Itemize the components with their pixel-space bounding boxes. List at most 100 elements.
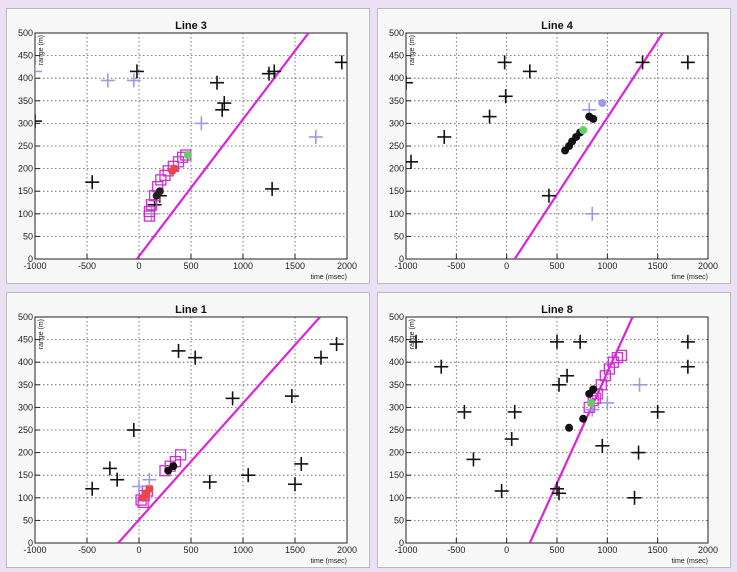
chart-title: Line 8 bbox=[541, 304, 573, 316]
dot-marker bbox=[579, 414, 588, 423]
cross-marker bbox=[550, 334, 564, 349]
x-tick-label: 1000 bbox=[597, 545, 617, 555]
cross-marker bbox=[329, 337, 344, 352]
y-tick-label: 400 bbox=[18, 357, 33, 367]
x-tick-label: -500 bbox=[447, 261, 465, 271]
x-tick-label: 2000 bbox=[698, 545, 718, 555]
y-tick-label: 300 bbox=[18, 118, 33, 128]
dot-marker bbox=[164, 466, 173, 475]
cross-marker bbox=[552, 377, 567, 392]
square-marker bbox=[611, 352, 624, 364]
y-tick-label: 450 bbox=[389, 51, 404, 61]
x-axis-label: time (msec) bbox=[671, 558, 708, 565]
dot-marker bbox=[155, 187, 164, 196]
x-tick-label: 500 bbox=[183, 545, 198, 555]
cross-marker bbox=[35, 114, 42, 129]
cross-marker bbox=[100, 73, 115, 88]
cross-marker bbox=[560, 368, 575, 383]
chart-line-1: -1000 -500 0 500 1000 1500 2000 0 50 100 150 200 250… bbox=[18, 304, 357, 565]
fit-line bbox=[513, 33, 664, 259]
square-marker bbox=[615, 349, 628, 362]
square-marker bbox=[595, 379, 607, 391]
y-tick-label: 350 bbox=[18, 96, 33, 106]
x-tick-label: -1000 bbox=[23, 545, 46, 555]
cross-marker bbox=[680, 334, 695, 349]
cross-marker bbox=[334, 55, 347, 70]
cross-marker bbox=[680, 55, 695, 70]
cross-marker bbox=[102, 461, 117, 476]
chart-line-3: -1000 -500 0 500 1000 1500 2000 0 50 100 150 200 250… bbox=[18, 20, 357, 281]
y-tick-label: 450 bbox=[18, 335, 33, 345]
y-tick-label: 50 bbox=[394, 231, 404, 241]
cross-marker bbox=[573, 334, 588, 349]
dot-marker bbox=[169, 462, 178, 471]
chart-line-4: -1000 -500 0 500 1000 1500 2000 0 50 100 150 200 250… bbox=[389, 20, 718, 281]
cross-marker bbox=[595, 438, 610, 453]
cross-marker bbox=[314, 350, 328, 365]
x-tick-label: 500 bbox=[183, 261, 198, 271]
x-tick-label: 2000 bbox=[337, 545, 357, 555]
cross-marker bbox=[627, 490, 642, 505]
y-tick-label: 150 bbox=[18, 186, 33, 196]
cross-marker bbox=[504, 432, 519, 447]
dot-marker bbox=[587, 398, 596, 407]
cross-marker bbox=[600, 395, 615, 410]
y-axis-label: range (m) bbox=[409, 35, 416, 65]
data-layer bbox=[35, 33, 347, 259]
chart-panel-line-3: -1000 -500 0 500 1000 1500 2000 0 50 100 150 200 250… bbox=[6, 8, 370, 284]
cross-marker bbox=[650, 404, 665, 419]
y-tick-label: 350 bbox=[389, 380, 404, 390]
chart-title: Line 1 bbox=[175, 304, 207, 316]
x-tick-label: 0 bbox=[504, 545, 509, 555]
cross-marker bbox=[194, 116, 209, 131]
cross-marker bbox=[267, 64, 282, 79]
cross-marker bbox=[494, 484, 509, 499]
cross-marker bbox=[680, 359, 695, 374]
y-tick-label: 500 bbox=[18, 312, 33, 322]
y-tick-label: 350 bbox=[18, 380, 33, 390]
y-tick-label: 150 bbox=[389, 186, 404, 196]
y-tick-label: 350 bbox=[389, 96, 404, 106]
dot-marker bbox=[598, 99, 607, 108]
x-tick-label: 1000 bbox=[233, 545, 253, 555]
cross-marker bbox=[482, 109, 497, 124]
x-tick-label: -500 bbox=[447, 545, 465, 555]
x-axis-label: time (msec) bbox=[310, 558, 347, 565]
fit-line bbox=[117, 317, 321, 543]
cross-marker bbox=[406, 75, 413, 90]
cross-marker bbox=[215, 102, 230, 117]
chart-panel-line-4: -1000 -500 0 500 1000 1500 2000 0 50 100 150 200 250… bbox=[377, 8, 731, 284]
y-tick-label: 200 bbox=[18, 164, 33, 174]
cross-marker bbox=[631, 445, 646, 460]
cross-marker bbox=[434, 359, 449, 374]
cross-marker bbox=[85, 481, 100, 496]
square-marker bbox=[174, 449, 187, 461]
cross-marker bbox=[217, 96, 232, 111]
cross-marker bbox=[126, 423, 141, 437]
square-marker bbox=[145, 199, 158, 211]
cross-marker bbox=[241, 468, 256, 483]
y-tick-label: 0 bbox=[399, 538, 404, 548]
cross-marker bbox=[202, 474, 217, 489]
cross-marker bbox=[409, 334, 424, 349]
y-tick-label: 0 bbox=[28, 254, 33, 264]
y-tick-label: 400 bbox=[389, 357, 404, 367]
chart-panel-line-1: -1000 -500 0 500 1000 1500 2000 0 50 100 150 200 250… bbox=[6, 292, 370, 568]
fit-line bbox=[528, 317, 634, 543]
x-tick-label: -1000 bbox=[394, 261, 417, 271]
dot-marker bbox=[589, 385, 598, 394]
square-marker bbox=[603, 363, 615, 375]
y-tick-label: 100 bbox=[389, 493, 404, 503]
y-tick-label: 300 bbox=[389, 402, 404, 412]
cross-marker bbox=[288, 477, 302, 492]
y-tick-label: 450 bbox=[389, 335, 404, 345]
y-tick-label: 450 bbox=[18, 51, 33, 61]
x-tick-label: 0 bbox=[136, 545, 141, 555]
cross-marker bbox=[171, 343, 186, 358]
dot-marker bbox=[589, 114, 598, 123]
y-axis-label: range (m) bbox=[38, 319, 45, 349]
dot-marker bbox=[183, 151, 192, 160]
y-tick-label: 150 bbox=[389, 470, 404, 480]
x-tick-label: 500 bbox=[549, 545, 564, 555]
y-tick-label: 300 bbox=[389, 118, 404, 128]
